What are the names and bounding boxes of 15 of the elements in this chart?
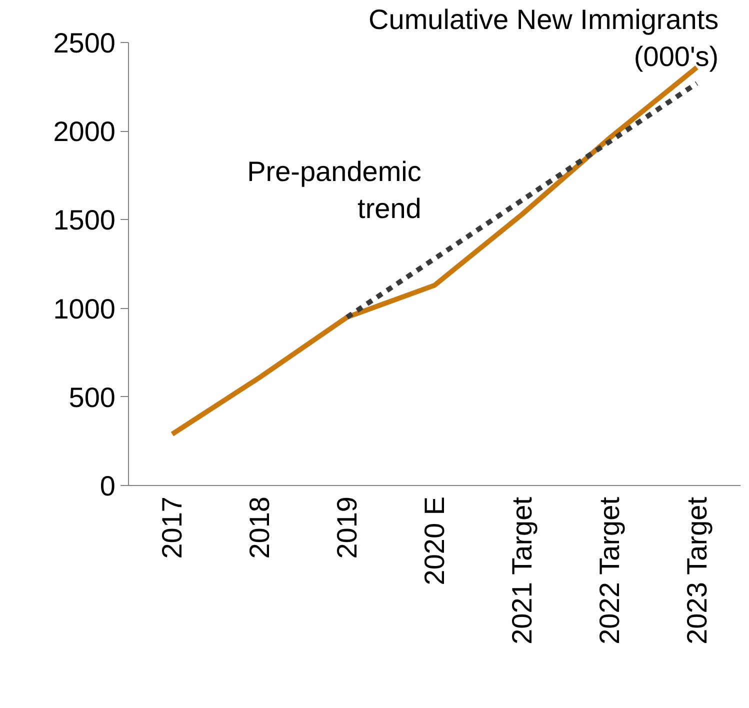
y-tick-label: 0 xyxy=(100,470,116,502)
y-tick-label: 1500 xyxy=(53,204,116,236)
y-tick-label: 2500 xyxy=(53,28,116,59)
y-tick-label: 500 xyxy=(68,382,116,413)
x-tick-label: 2021 Target xyxy=(506,496,538,644)
chart-title: Cumulative New Immigrants (000's) xyxy=(368,4,719,72)
x-tick-label: 2022 Target xyxy=(594,496,625,644)
x-tick-label: 2018 xyxy=(244,496,276,559)
series-label: Pre-pandemic trend xyxy=(247,156,422,224)
y-tick-label: 1000 xyxy=(53,293,116,324)
x-tick-label: 2020 E xyxy=(419,496,450,586)
x-tick-label: 2023 Target xyxy=(681,496,712,644)
x-tick-label: 2017 xyxy=(156,496,188,559)
x-tick-label: 2019 xyxy=(332,496,363,559)
y-tick-label: 2000 xyxy=(53,116,116,148)
